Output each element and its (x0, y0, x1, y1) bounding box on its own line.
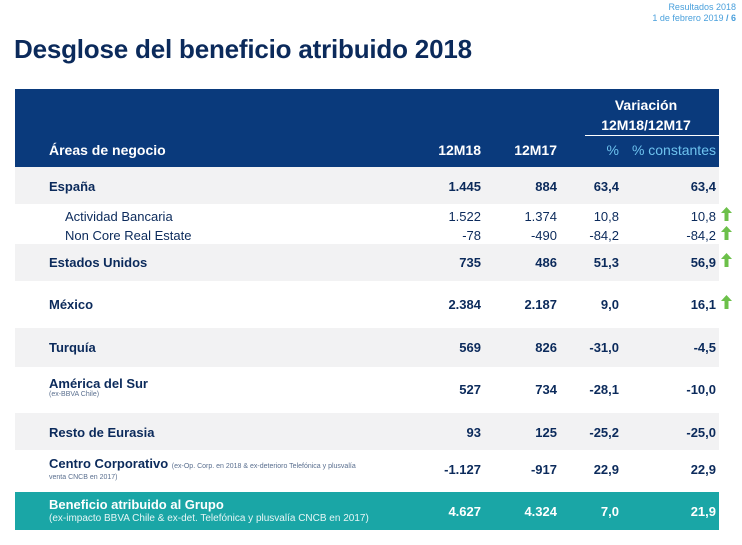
row-label: México (49, 297, 94, 312)
table-row-actividad-bancaria: Actividad Bancaria 1.522 1.374 10,8 10,8 (15, 204, 732, 224)
up-arrow-icon (721, 226, 732, 240)
table-row-resto-eurasia: Resto de Eurasia 93 125 -25,2 -25,0 (15, 413, 719, 450)
table-row-america-del-sur: América del Sur (ex-BBVA Chile) 527 734 … (49, 376, 716, 398)
column-header-12m18: 12M18 (438, 142, 481, 158)
column-header-12m17: 12M17 (514, 142, 557, 158)
row-label: Actividad Bancaria (65, 209, 173, 224)
table-row-espana: España 1.445 884 63,4 63,4 (15, 167, 719, 204)
variation-heading: Variación 12M18/12M17 (601, 97, 691, 133)
page-title: Desglose del beneficio atribuido 2018 (14, 34, 472, 64)
row-label: Beneficio atribuido al Grupo (49, 497, 224, 512)
table-row-centro-corporativo: Centro Corporativo (ex-Op. Corp. en 2018… (49, 456, 716, 481)
up-arrow-icon (721, 253, 732, 267)
row-label: América del Sur (ex-BBVA Chile) (49, 376, 148, 398)
up-arrow-icon (721, 295, 732, 309)
row-note: (ex-Op. Corp. en 2018 & ex-deterioro Tel… (171, 463, 356, 470)
page-reference: Resultados 2018 1 de febrero 2019 / 6 (652, 2, 736, 23)
table-row-mexico: México 2.384 2.187 9,0 16,1 (15, 281, 732, 328)
up-arrow-icon (721, 207, 732, 221)
row-label: Resto de Eurasia (49, 425, 155, 440)
report-name: Resultados 2018 (668, 2, 736, 12)
table-row-total: Beneficio atribuido al Grupo (ex-impacto… (15, 492, 719, 530)
column-header-area: Áreas de negocio (49, 142, 166, 158)
header-divider (585, 135, 719, 136)
row-note: (ex-BBVA Chile) (49, 391, 100, 398)
table-header: Variación 12M18/12M17 Áreas de negocio 1… (15, 89, 719, 167)
row-note: (ex-impacto BBVA Chile & ex-det. Telefón… (49, 513, 369, 524)
row-label: Turquía (49, 340, 96, 355)
row-label: Centro Corporativo (ex-Op. Corp. en 2018… (49, 456, 356, 481)
row-label: Non Core Real Estate (65, 228, 192, 243)
row-label: Estados Unidos (49, 255, 148, 270)
row-label: España (49, 179, 96, 194)
column-header-percent: % (606, 142, 619, 158)
table-row-turquia: Turquía 569 826 -31,0 -4,5 (15, 328, 719, 367)
report-date: 1 de febrero 2019 (652, 13, 724, 23)
page-number: 6 (730, 13, 736, 23)
column-header-constant: % constantes (631, 142, 716, 158)
results-table: Variación 12M18/12M17 Áreas de negocio 1… (15, 89, 732, 530)
table-row-non-core: Non Core Real Estate -78 -490 -84,2 -84,… (15, 224, 732, 244)
table-row-estados-unidos: Estados Unidos 735 486 51,3 56,9 (15, 244, 732, 281)
